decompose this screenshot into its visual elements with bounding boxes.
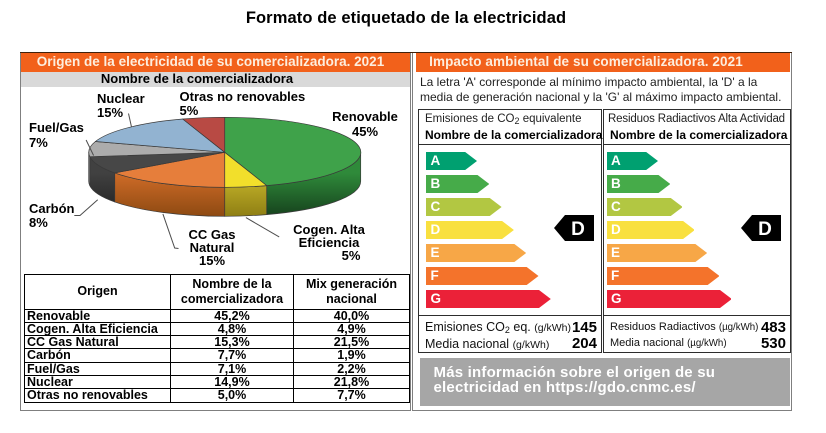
svg-text:D: D bbox=[758, 219, 772, 240]
svg-text:D: D bbox=[571, 219, 585, 240]
